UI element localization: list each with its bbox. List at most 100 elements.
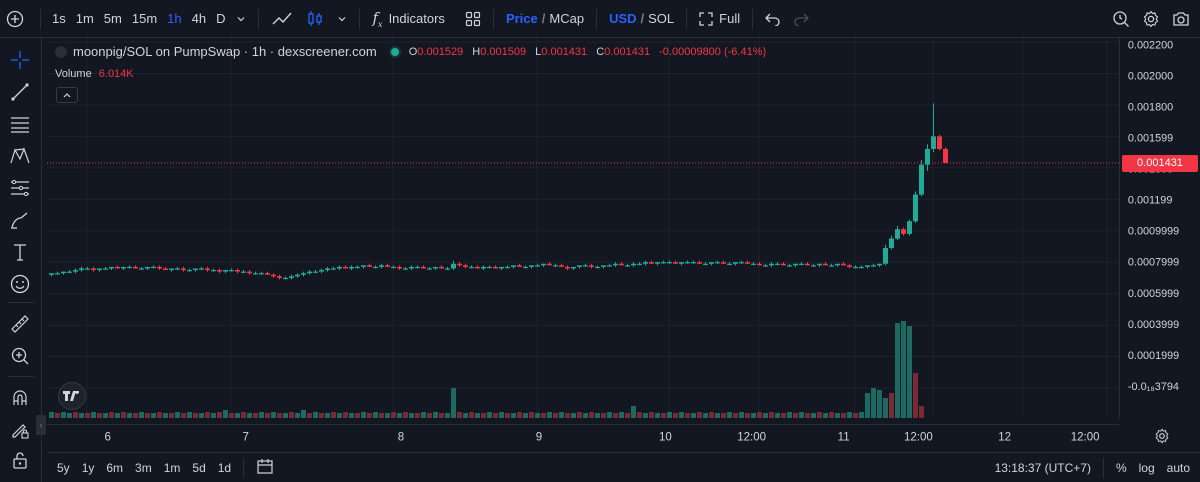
screenshot-button[interactable]: [1166, 0, 1200, 38]
volume-bar: [865, 393, 870, 418]
candle-body: [721, 262, 726, 264]
range-6m[interactable]: 6m: [106, 460, 124, 475]
volume-bar: [241, 412, 246, 418]
undo-icon: [765, 13, 780, 26]
chevron-down-icon: [339, 16, 346, 21]
add-symbol-button[interactable]: [0, 0, 34, 38]
interval-dropdown-button[interactable]: [230, 0, 252, 38]
candle-body: [655, 262, 660, 264]
range-1d[interactable]: 1d: [217, 460, 232, 475]
usd-sol-toggle[interactable]: USD / SOL: [603, 0, 680, 38]
undo-button[interactable]: [759, 0, 787, 38]
volume-bar: [127, 413, 132, 418]
volume-bar: [757, 412, 762, 418]
line-chart-type-button[interactable]: [265, 0, 299, 38]
candle-chart-type-button[interactable]: [299, 0, 331, 38]
volume-bar: [169, 413, 174, 418]
candle-body: [913, 194, 918, 222]
volume-bar: [745, 413, 750, 418]
log-scale-toggle[interactable]: log: [1138, 460, 1155, 475]
fullscreen-button[interactable]: Full: [693, 0, 746, 38]
function-icon: fx: [372, 8, 383, 29]
volume-bar: [439, 413, 444, 418]
symbol-title[interactable]: moonpig/SOL on PumpSwap · 1h · dexscreen…: [73, 44, 377, 59]
sidebar-collapse-handle[interactable]: ‹: [36, 415, 46, 435]
time-axis[interactable]: 6 7 8 9 10 12:00 11 12:00 12 12:00: [47, 424, 1119, 448]
range-3m[interactable]: 3m: [135, 460, 152, 475]
interval-1m[interactable]: 1m: [75, 11, 94, 26]
interval-d[interactable]: D: [216, 11, 226, 26]
range-1y[interactable]: 1y: [81, 460, 95, 475]
text-tool-button[interactable]: [6, 238, 34, 266]
volume-bar: [151, 413, 156, 418]
timezone-clock[interactable]: 13:18:37 (UTC+7): [994, 460, 1091, 475]
settings-button[interactable]: [1136, 0, 1166, 38]
collapse-legend-button[interactable]: [56, 87, 78, 103]
interval-5m[interactable]: 5m: [103, 11, 122, 26]
measure-tool-button[interactable]: [6, 310, 34, 338]
percent-scale-toggle[interactable]: %: [1115, 460, 1127, 475]
indicators-button[interactable]: fx Indicators: [366, 0, 450, 38]
volume-bar: [781, 413, 786, 418]
volume-label: Volume: [55, 68, 92, 80]
redo-button[interactable]: [787, 0, 815, 38]
candle-body: [61, 271, 66, 274]
crosshair-tool-button[interactable]: [6, 46, 34, 74]
pattern-tool-button[interactable]: [6, 142, 34, 170]
candle-body: [145, 266, 150, 269]
candle-body: [595, 266, 600, 269]
volume-bar: [547, 412, 552, 418]
horizontal-lines-tool-button[interactable]: [6, 110, 34, 138]
brush-tool-button[interactable]: [6, 206, 34, 234]
go-to-date-button[interactable]: [250, 458, 280, 477]
lock-drawings-button[interactable]: [6, 416, 34, 444]
fib-tool-button[interactable]: [6, 174, 34, 202]
usd-option[interactable]: USD: [609, 11, 637, 26]
price-chart[interactable]: [47, 38, 1119, 418]
range-5d[interactable]: 5d: [192, 460, 206, 475]
volume-bar: [343, 412, 348, 418]
chart-type-dropdown-button[interactable]: [331, 0, 353, 38]
candle-body: [97, 268, 102, 271]
tradingview-logo[interactable]: [58, 382, 86, 410]
volume-bar: [619, 412, 624, 418]
volume-bar: [211, 413, 216, 418]
last-price-label: 0.001431: [1122, 154, 1198, 172]
price-mcap-toggle[interactable]: Price / MCap: [500, 0, 590, 38]
emoji-tool-button[interactable]: [6, 270, 34, 298]
volume-bar: [817, 412, 822, 418]
sol-option[interactable]: SOL: [648, 11, 675, 26]
auto-scale-toggle[interactable]: auto: [1166, 460, 1190, 475]
unlock-icon: [13, 452, 27, 469]
interval-15m[interactable]: 15m: [131, 11, 158, 26]
toolbar-divider: [243, 457, 245, 478]
candle-body: [247, 271, 252, 274]
volume-bar: [259, 412, 264, 418]
magnet-mode-button[interactable]: [6, 384, 34, 412]
candle-body: [643, 262, 648, 264]
quick-search-button[interactable]: [1106, 0, 1136, 38]
candle-body: [445, 268, 450, 270]
candle-body: [589, 265, 594, 267]
close-key: C: [596, 45, 605, 58]
interval-1s[interactable]: 1s: [52, 11, 66, 26]
volume-bar: [79, 413, 84, 418]
trend-line-tool-button[interactable]: [6, 78, 34, 106]
range-5y[interactable]: 5y: [57, 460, 70, 475]
price-axis[interactable]: 0.0022000.0020000.0018000.0015990.001399…: [1119, 38, 1200, 418]
interval-4h[interactable]: 4h: [191, 11, 207, 26]
zoom-tool-button[interactable]: [6, 342, 34, 370]
price-option[interactable]: Price: [505, 11, 538, 26]
interval-1h[interactable]: 1h: [167, 11, 182, 26]
volume-bar: [199, 413, 204, 418]
candle-body: [469, 266, 474, 269]
range-1m[interactable]: 1m: [163, 460, 181, 475]
zoom-in-icon: [11, 347, 29, 365]
layout-button[interactable]: [459, 0, 487, 38]
crosshair-icon: [11, 51, 29, 69]
volume-bar: [763, 413, 768, 418]
time-axis-settings-button[interactable]: [1154, 428, 1170, 444]
unlock-button[interactable]: [6, 446, 34, 474]
mcap-option[interactable]: MCap: [549, 11, 585, 26]
volume-bar: [295, 413, 300, 418]
